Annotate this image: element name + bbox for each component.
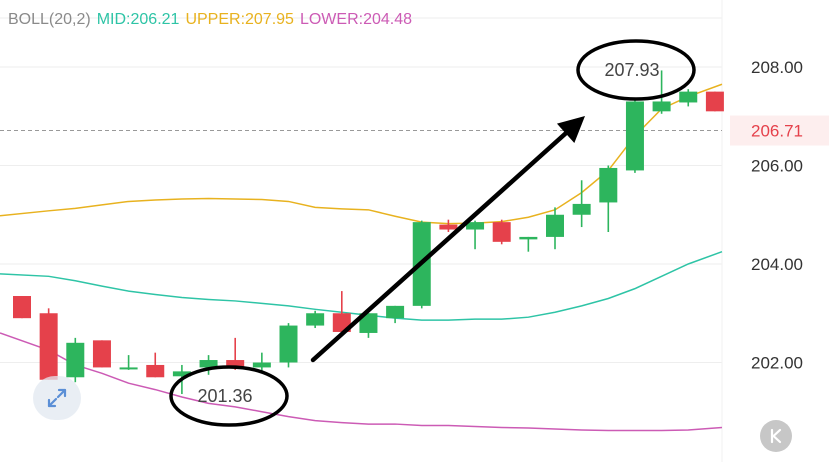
candle-body bbox=[572, 203, 591, 215]
annotation-label: 201.36 bbox=[197, 386, 252, 406]
candle-body bbox=[119, 367, 138, 370]
candle-body bbox=[226, 360, 245, 368]
annotation-ellipse bbox=[169, 365, 289, 427]
current-price-label: 206.71 bbox=[751, 122, 803, 141]
expand-arrows-icon bbox=[47, 388, 67, 408]
candle-body bbox=[13, 296, 31, 319]
trend-arrow-head bbox=[556, 116, 585, 144]
candle-body bbox=[199, 360, 218, 368]
candle-body bbox=[599, 167, 618, 203]
k-line-icon bbox=[770, 428, 782, 444]
candle-body bbox=[652, 101, 671, 112]
candle-body bbox=[386, 305, 405, 319]
boll-legend-lower: LOWER:204.48 bbox=[299, 11, 413, 28]
candle-body bbox=[546, 214, 564, 237]
candle-body bbox=[439, 224, 458, 230]
k-line-button[interactable] bbox=[760, 420, 792, 452]
y-tick-label: 206.00 bbox=[751, 157, 803, 176]
lower-band-line bbox=[0, 332, 723, 432]
candle-body bbox=[279, 325, 298, 363]
boll-legend-mid: MID:206.21 bbox=[96, 11, 180, 28]
middle-band-line bbox=[0, 250, 723, 321]
candle-body bbox=[172, 371, 191, 377]
boll-legend: BOLL(20,2) MID:206.21 UPPER:207.95 LOWER:20… bbox=[8, 11, 418, 29]
candle-body bbox=[466, 222, 485, 230]
candle-body bbox=[625, 101, 644, 171]
boll-legend-upper: UPPER:207.95 bbox=[185, 11, 294, 28]
annotation-ellipse bbox=[576, 39, 696, 101]
y-tick-label: 208.00 bbox=[751, 58, 803, 77]
upper-band-line bbox=[0, 83, 723, 225]
candle-body bbox=[306, 313, 325, 326]
candle-body bbox=[39, 313, 58, 380]
candle-body bbox=[519, 236, 538, 240]
candle-body bbox=[492, 222, 511, 242]
y-tick-label: 204.00 bbox=[751, 255, 803, 274]
candle-body bbox=[92, 340, 111, 368]
current-price-label-bg bbox=[730, 115, 829, 146]
candle-body bbox=[66, 342, 85, 378]
candle-body bbox=[359, 313, 378, 333]
boll-legend-name: BOLL(20,2) bbox=[8, 11, 91, 28]
y-tick-label: 202.00 bbox=[751, 354, 803, 373]
candle-body bbox=[705, 91, 724, 112]
candle-body bbox=[252, 362, 271, 368]
annotation-label: 207.93 bbox=[604, 60, 659, 80]
expand-chart-button[interactable] bbox=[33, 376, 81, 420]
candle-body bbox=[679, 91, 698, 103]
trend-arrow-line bbox=[310, 122, 578, 363]
candle-body bbox=[146, 364, 165, 378]
